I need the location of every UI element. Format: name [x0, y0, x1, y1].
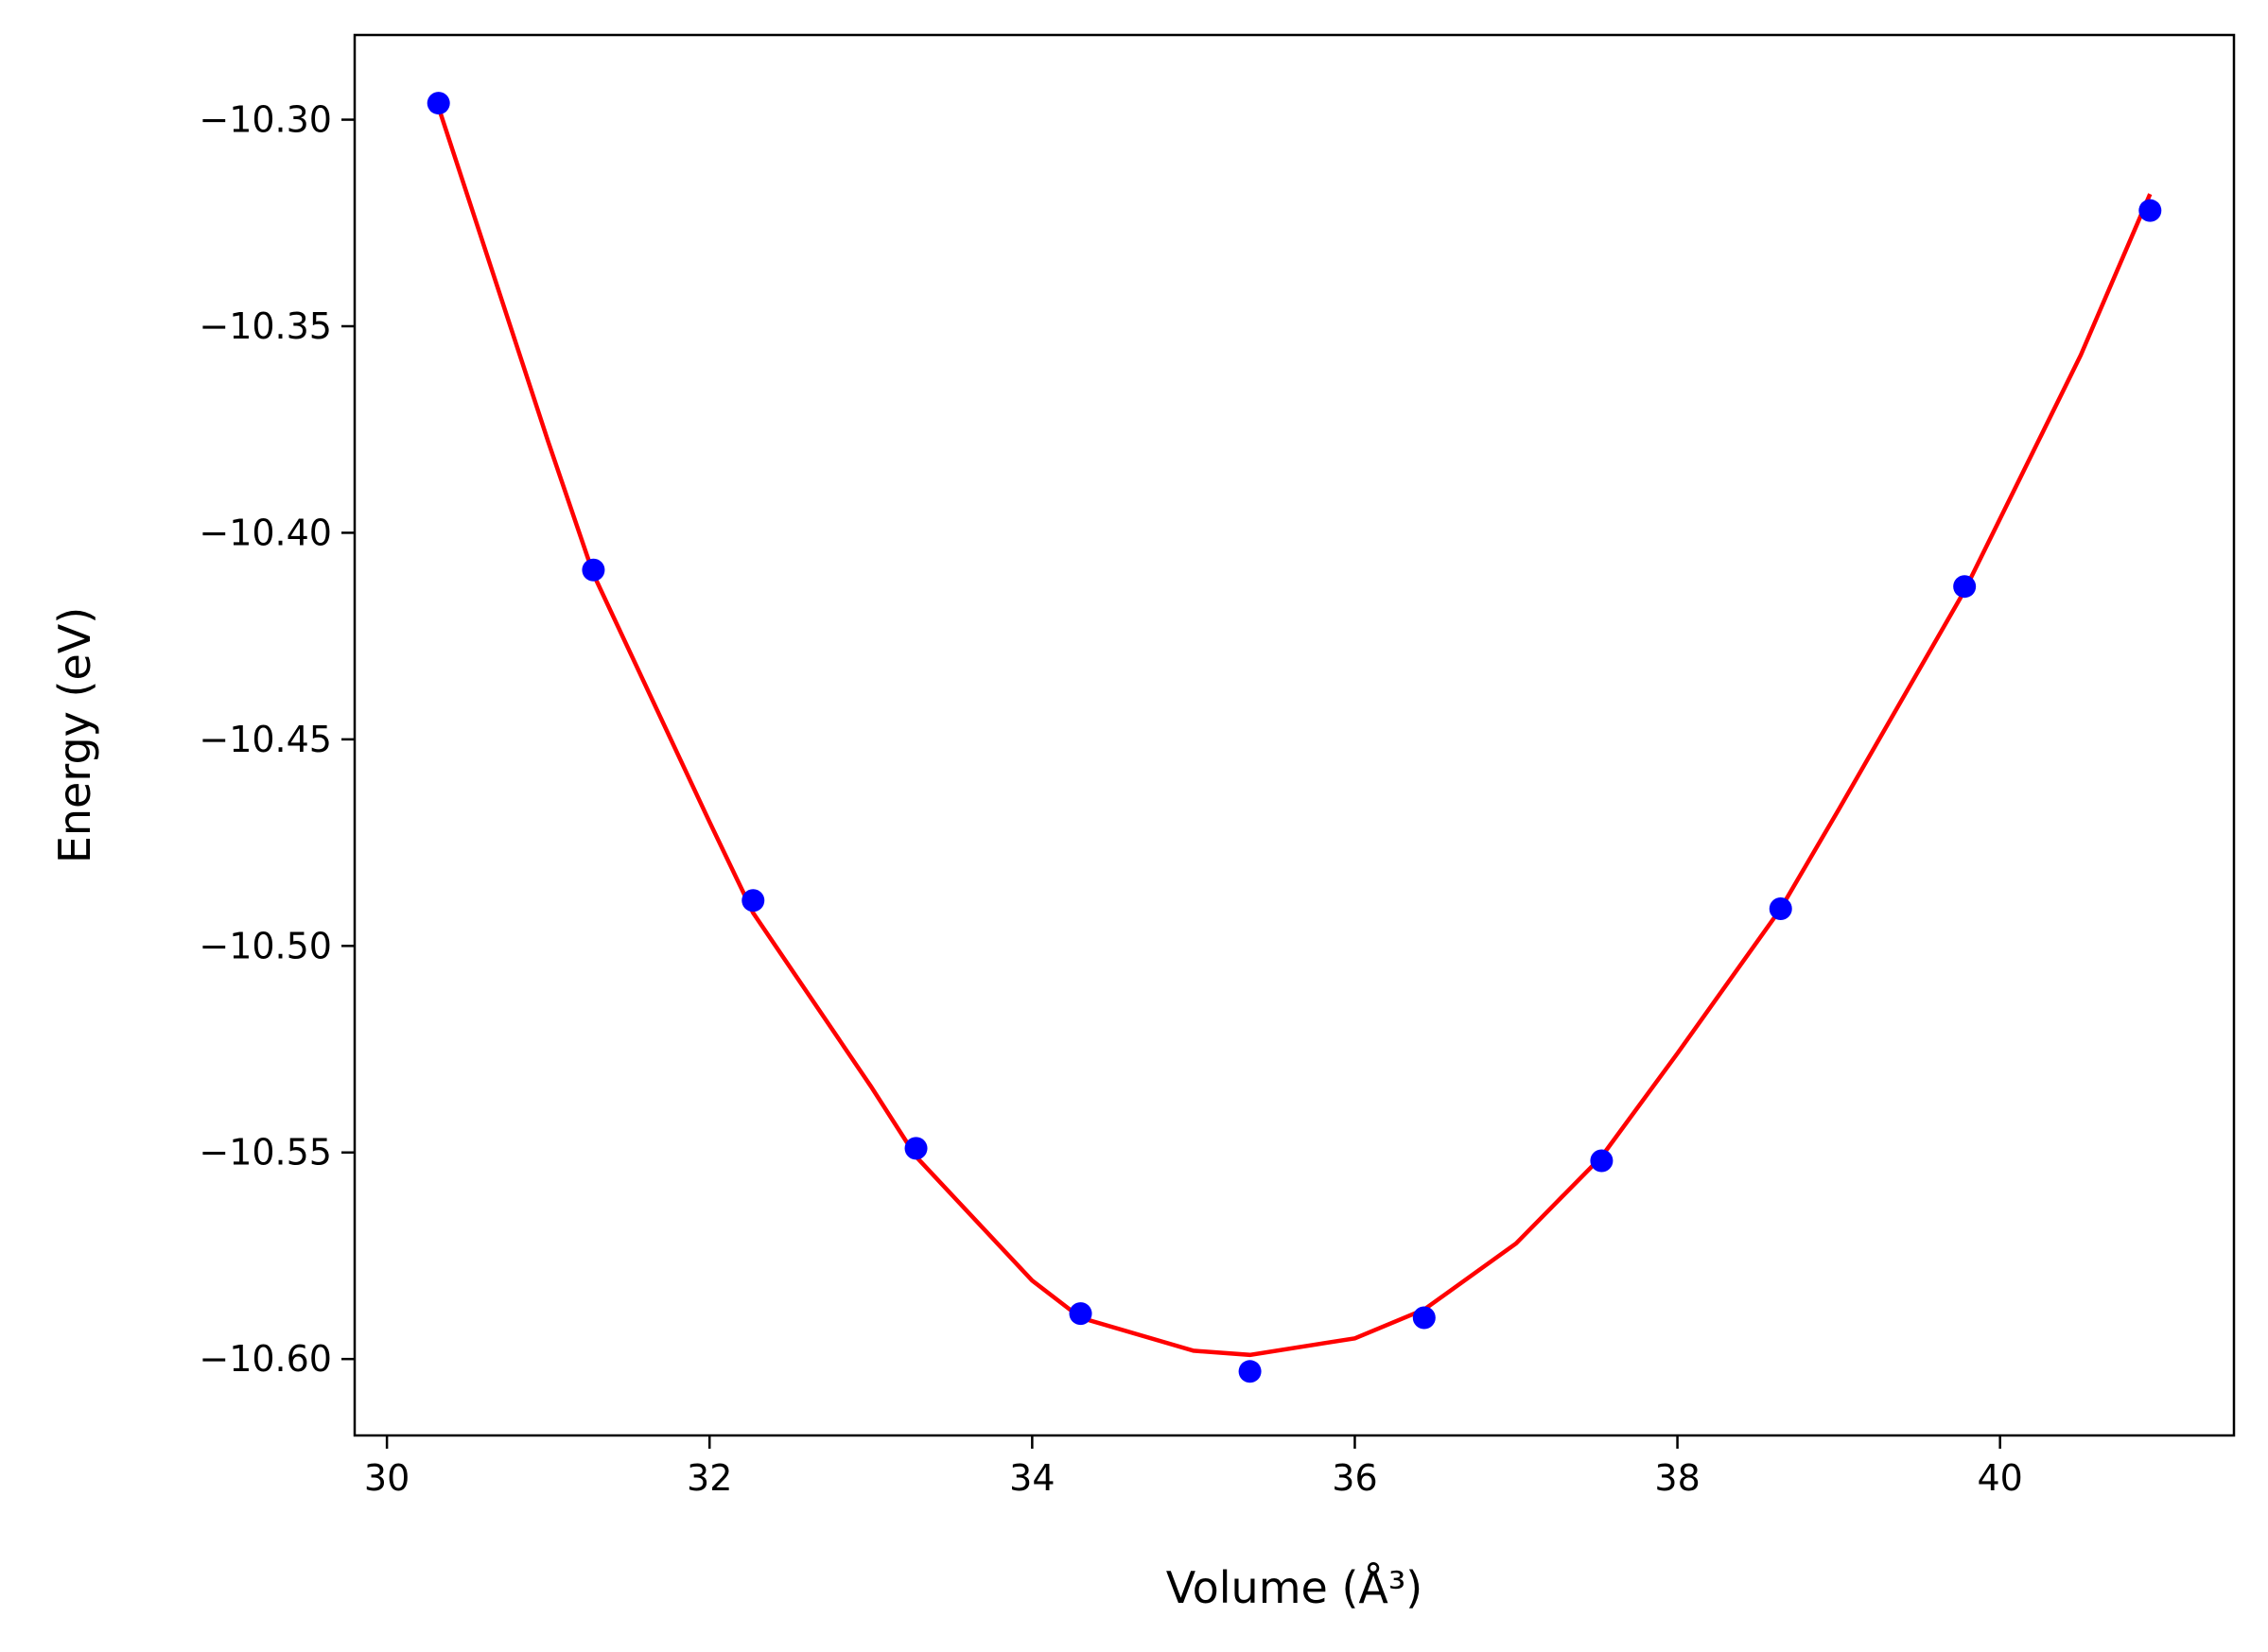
data-point [2138, 199, 2162, 222]
y-tick-label: −10.35 [199, 305, 332, 347]
data-point [1769, 896, 1792, 920]
x-axis-label: Volume (Å³) [1166, 1562, 1423, 1613]
y-axis-label: Energy (eV) [49, 607, 100, 863]
x-tick-label: 38 [1654, 1457, 1700, 1499]
y-tick-label: −10.45 [199, 719, 332, 760]
data-point [1953, 575, 1977, 599]
data-point [904, 1137, 928, 1160]
data-point [1238, 1360, 1262, 1383]
x-tick-label: 36 [1332, 1457, 1377, 1499]
y-tick-label: −10.55 [199, 1132, 332, 1174]
fit-curve [436, 106, 2153, 1358]
data-point [582, 558, 605, 582]
plot-frame [353, 33, 2236, 1437]
data-point [741, 889, 765, 913]
y-tick-label: −10.40 [199, 512, 332, 553]
y-tick-label: −10.60 [199, 1338, 332, 1380]
x-tick-label: 32 [687, 1457, 732, 1499]
plot-layer [427, 92, 2162, 1383]
x-axis-ticks: 30 32 34 36 38 40 [364, 1435, 2023, 1499]
data-point [1412, 1306, 1436, 1330]
y-tick-label: −10.30 [199, 99, 332, 141]
data-point [1069, 1302, 1092, 1326]
x-tick-label: 30 [364, 1457, 410, 1499]
x-tick-label: 34 [1009, 1457, 1055, 1499]
y-tick-label: −10.50 [199, 925, 332, 966]
y-axis-ticks: −10.60 −10.55 −10.50 −10.45 −10.40 −10.35 −10.… [199, 99, 355, 1380]
data-point [1590, 1149, 1614, 1173]
x-tick-label: 40 [1978, 1457, 2023, 1499]
data-point [427, 92, 450, 115]
